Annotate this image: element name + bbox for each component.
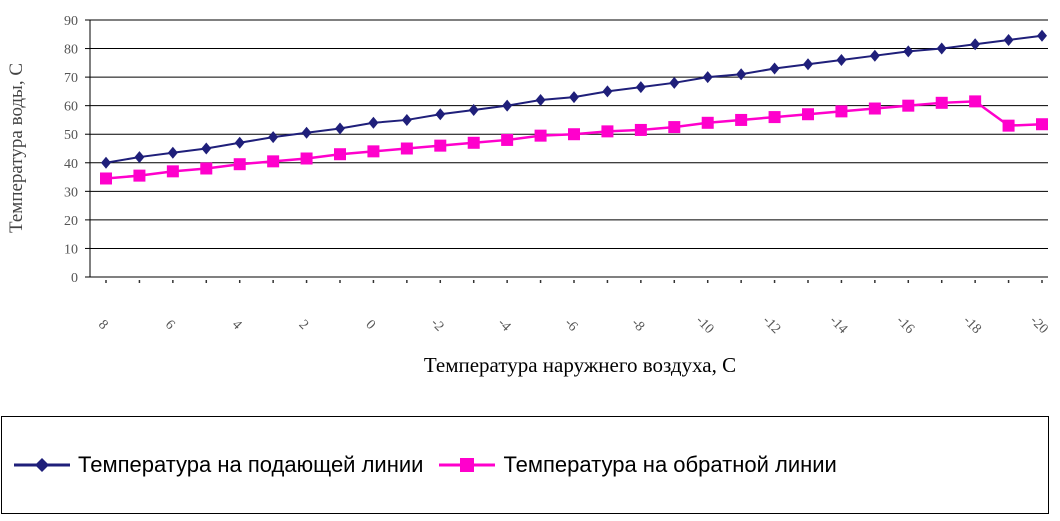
data-point-supply [167,146,178,159]
data-point-return [133,169,146,182]
data-point-return [768,111,781,124]
legend-item-return: Температура на обратной линии [437,452,837,478]
data-point-return [668,121,681,134]
data-point-supply [335,122,345,135]
y-tick-label: 60 [64,100,78,115]
data-point-return [434,139,447,152]
data-point-supply [301,126,312,139]
x-axis-label: Температура наружнего воздуха, С [424,353,736,377]
data-point-return [400,142,413,155]
data-point-return [634,123,647,136]
x-tick-label: -10 [693,313,717,337]
legend-item-supply: Температура на подающей линии [12,452,423,478]
legend-diamond-marker-icon [14,458,70,472]
data-point-return [501,133,514,146]
data-point-return [233,158,246,171]
x-tick-label: 8 [95,317,111,333]
x-tick-label: -16 [893,313,917,337]
y-tick-label: 90 [64,14,78,29]
y-axis-ticks: 0 10 20 30 40 50 60 70 80 90 [64,14,78,286]
x-axis-ticks: 8 6 4 2 0 -2 -4 -6 -8 -10 -12 -14 -16 -18 -20 [95,280,1051,337]
data-point-supply [869,49,880,62]
x-tick-label: 2 [296,317,312,333]
x-tick-label: 4 [229,317,245,333]
data-point-return [1002,119,1015,132]
data-point-return [868,102,881,115]
data-point-return [935,96,948,109]
data-point-return [367,145,380,158]
y-axis-label: Температура воды, С [6,63,27,233]
gridlines [85,19,1048,278]
y-tick-label: 70 [64,71,78,86]
y-tick-label: 80 [64,43,78,58]
data-point-return [267,155,280,168]
data-point-return [802,108,814,121]
data-point-supply [769,62,780,75]
data-point-return [601,125,614,138]
data-series [100,29,1048,185]
data-point-return [1036,118,1048,131]
legend-label-supply: Температура на подающей линии [78,452,424,477]
data-point-supply [435,108,446,121]
data-point-supply [635,81,646,94]
data-point-supply [401,113,412,126]
data-point-return [300,152,313,165]
data-point-supply [569,91,579,104]
x-tick-label: -18 [960,313,984,337]
data-point-supply [535,93,546,106]
y-tick-label: 50 [64,128,78,143]
data-point-supply [134,151,145,164]
legend-square-marker-icon [439,458,496,472]
x-tick-label: -12 [759,313,783,337]
data-point-supply [836,53,847,66]
x-tick-label: -14 [826,313,850,337]
x-tick-label: -8 [628,316,647,335]
x-tick-label: 6 [162,317,178,333]
data-point-return [534,129,547,142]
data-point-supply [970,38,981,51]
chart-legend: Температура на подающей линии Температур… [1,416,1049,514]
data-point-supply [234,136,245,149]
data-point-return [200,162,213,175]
data-point-supply [1037,29,1047,42]
data-point-supply [502,99,513,112]
data-point-supply [803,58,813,71]
data-point-return [835,105,848,118]
data-point-supply [268,131,279,144]
x-tick-label: -20 [1027,313,1051,337]
data-point-supply [669,76,680,89]
x-tick-label: 0 [362,317,378,333]
data-point-supply [468,103,479,116]
data-point-supply [101,156,111,169]
data-point-supply [702,71,713,84]
data-point-supply [1003,33,1014,46]
y-tick-label: 20 [64,214,78,229]
legend-label-return: Температура на обратной линии [503,452,837,477]
y-tick-label: 40 [64,157,78,172]
data-point-return [166,165,179,178]
x-tick-label: -4 [495,316,514,335]
data-point-supply [903,45,914,58]
x-tick-label: -6 [561,316,580,335]
data-point-return [100,172,112,185]
y-tick-label: 10 [64,242,78,257]
data-point-supply [368,116,379,129]
y-tick-label: 30 [64,185,78,200]
y-tick-label: 0 [71,271,78,286]
data-point-supply [936,42,947,55]
data-point-return [701,116,714,129]
data-point-supply [736,68,747,81]
data-point-supply [602,85,613,98]
data-point-return [467,136,480,149]
data-point-return [735,113,748,126]
data-point-return [902,99,915,112]
x-tick-label: -2 [428,316,447,335]
data-point-supply [201,142,212,155]
data-point-return [969,95,982,108]
data-point-return [334,148,346,161]
data-point-return [568,128,580,141]
